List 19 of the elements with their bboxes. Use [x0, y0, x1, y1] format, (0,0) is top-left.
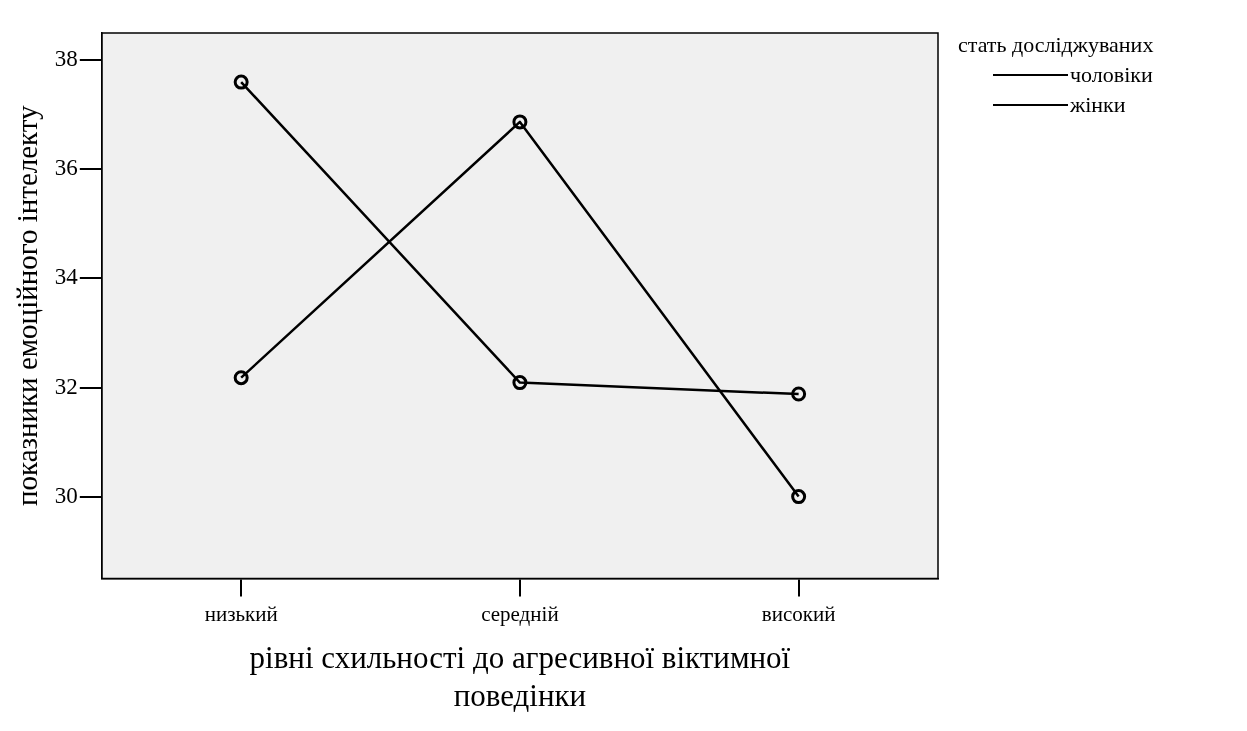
- x-axis-title: рівні схильності до агресивної віктимної поведінки: [249, 640, 791, 713]
- y-tick-label: 36: [54, 155, 78, 181]
- point: [233, 370, 249, 386]
- point: [512, 375, 528, 391]
- legend-label: жінки: [1070, 91, 1126, 119]
- point: [791, 489, 807, 505]
- y-tick-label: 34: [54, 264, 79, 290]
- y-axis-title: показники емоційного інтелекту: [11, 104, 44, 507]
- y-tick-label: 32: [54, 373, 78, 399]
- y-tick-label: 38: [54, 46, 78, 72]
- point: [233, 74, 249, 90]
- legend-label: чоловіки: [1070, 61, 1153, 89]
- point: [512, 114, 528, 130]
- x-tick-label: низький: [204, 601, 278, 626]
- point: [791, 386, 807, 402]
- legend-title: стать досліджуваних: [958, 31, 1154, 59]
- x-tick-label: середній: [481, 601, 559, 626]
- y-tick-label: 30: [54, 482, 78, 508]
- x-tick-label: високий: [761, 601, 836, 626]
